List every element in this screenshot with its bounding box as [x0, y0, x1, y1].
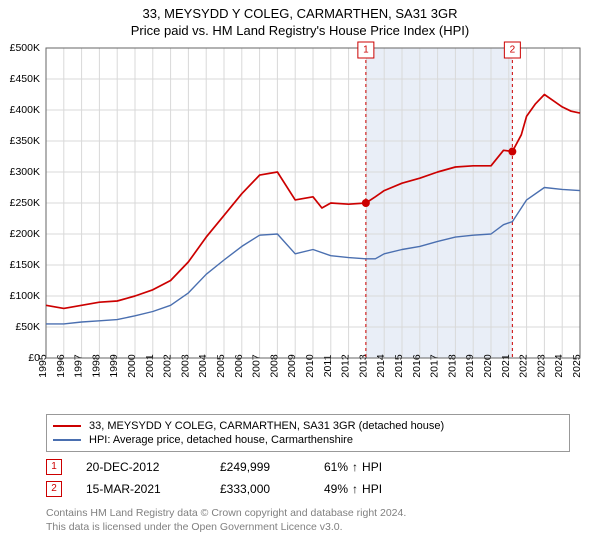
- arrow-up-icon: ↑: [352, 460, 358, 474]
- sale-date: 15-MAR-2021: [86, 482, 196, 496]
- svg-text:2: 2: [510, 45, 516, 56]
- svg-text:£350K: £350K: [10, 135, 40, 147]
- legend-label-hpi: HPI: Average price, detached house, Carm…: [89, 434, 353, 446]
- legend-label-property: 33, MEYSYDD Y COLEG, CARMARTHEN, SA31 3G…: [89, 420, 444, 432]
- svg-text:£500K: £500K: [10, 42, 40, 54]
- sale-price: £249,999: [220, 460, 300, 474]
- svg-text:£100K: £100K: [10, 290, 40, 302]
- legend-swatch-hpi: [53, 439, 81, 441]
- sale-delta-pct: 61%: [324, 460, 348, 474]
- legend-row-property: 33, MEYSYDD Y COLEG, CARMARTHEN, SA31 3G…: [53, 419, 563, 433]
- sale-marker-icon: 2: [46, 481, 62, 497]
- title-address: 33, MEYSYDD Y COLEG, CARMARTHEN, SA31 3G…: [0, 6, 600, 21]
- legend: 33, MEYSYDD Y COLEG, CARMARTHEN, SA31 3G…: [46, 414, 570, 452]
- sale-date: 20-DEC-2012: [86, 460, 196, 474]
- svg-text:£300K: £300K: [10, 166, 40, 178]
- chart: £0£50K£100K£150K£200K£250K£300K£350K£400…: [0, 38, 600, 408]
- title-block: 33, MEYSYDD Y COLEG, CARMARTHEN, SA31 3G…: [0, 0, 600, 38]
- svg-text:£150K: £150K: [10, 259, 40, 271]
- sale-delta-pct: 49%: [324, 482, 348, 496]
- sale-delta-label: HPI: [362, 482, 382, 496]
- svg-text:£450K: £450K: [10, 73, 40, 85]
- sale-delta: 49% ↑ HPI: [324, 482, 382, 496]
- footer-line2: This data is licensed under the Open Gov…: [46, 520, 570, 534]
- sale-delta: 61% ↑ HPI: [324, 460, 382, 474]
- page: 33, MEYSYDD Y COLEG, CARMARTHEN, SA31 3G…: [0, 0, 600, 534]
- svg-text:£50K: £50K: [15, 321, 40, 333]
- legend-swatch-property: [53, 425, 81, 427]
- sales-list: 1 20-DEC-2012 £249,999 61% ↑ HPI 2 15-MA…: [46, 456, 570, 500]
- svg-text:1: 1: [363, 45, 369, 56]
- title-subtitle: Price paid vs. HM Land Registry's House …: [0, 23, 600, 38]
- sale-price: £333,000: [220, 482, 300, 496]
- sale-row: 1 20-DEC-2012 £249,999 61% ↑ HPI: [46, 456, 570, 478]
- sale-delta-label: HPI: [362, 460, 382, 474]
- sale-row: 2 15-MAR-2021 £333,000 49% ↑ HPI: [46, 478, 570, 500]
- sale-marker-icon: 1: [46, 459, 62, 475]
- svg-text:£400K: £400K: [10, 104, 40, 116]
- footer-line1: Contains HM Land Registry data © Crown c…: [46, 506, 570, 520]
- chart-svg: £0£50K£100K£150K£200K£250K£300K£350K£400…: [0, 38, 600, 408]
- arrow-up-icon: ↑: [352, 482, 358, 496]
- legend-row-hpi: HPI: Average price, detached house, Carm…: [53, 433, 563, 447]
- svg-text:£250K: £250K: [10, 197, 40, 209]
- svg-text:£200K: £200K: [10, 228, 40, 240]
- footer: Contains HM Land Registry data © Crown c…: [46, 506, 570, 534]
